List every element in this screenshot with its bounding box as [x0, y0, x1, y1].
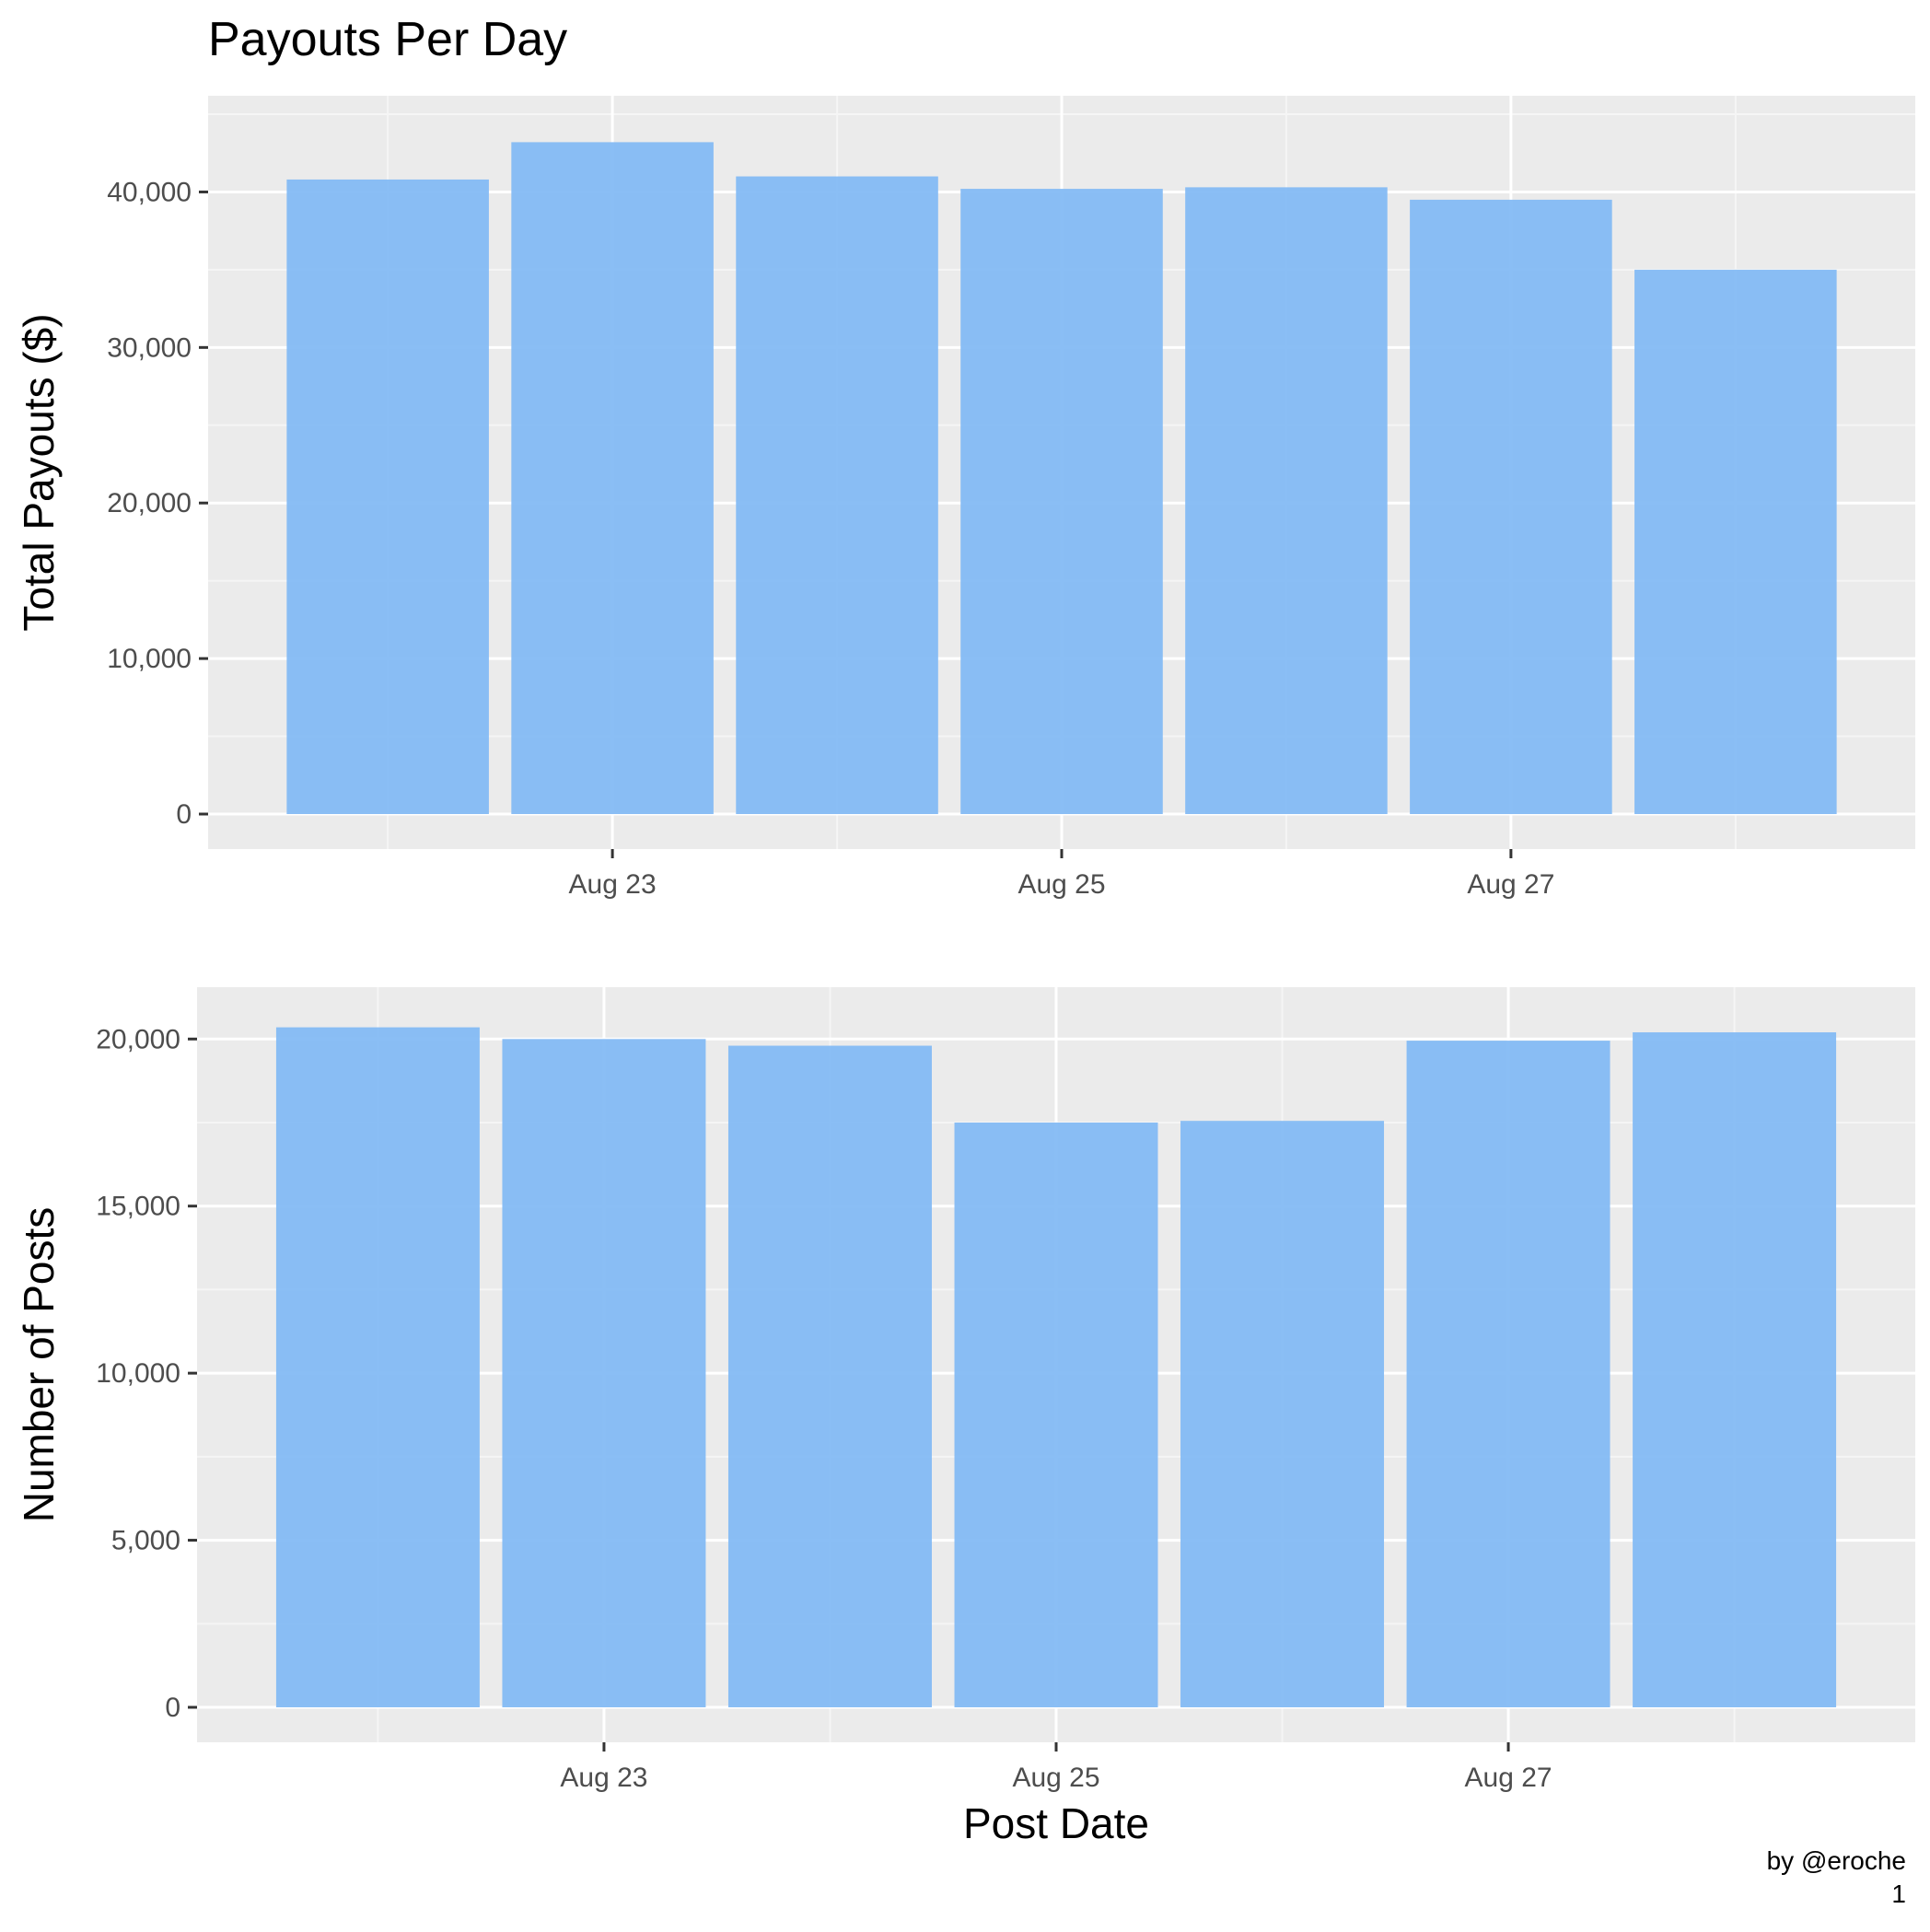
payouts-y-axis: 0 10,000 20,000 30,000 40,000	[107, 177, 208, 830]
posts-bar	[1406, 1041, 1610, 1707]
payouts-y-tick-label: 30,000	[107, 332, 192, 363]
posts-bar	[954, 1123, 1158, 1707]
posts-y-tick-label: 15,000	[96, 1192, 180, 1222]
payouts-bar	[1185, 187, 1388, 814]
posts-x-tick-label: Aug 25	[1012, 1763, 1099, 1793]
posts-bar	[727, 1045, 932, 1707]
payouts-x-tick-label: Aug 23	[569, 869, 657, 900]
payouts-y-tick-label: 0	[176, 799, 192, 830]
payouts-bar	[1410, 199, 1612, 814]
payouts-bar	[286, 179, 489, 814]
posts-bar	[275, 1027, 480, 1707]
posts-y-axis: 0 5,000 10,000 15,000 20,000	[96, 1024, 197, 1723]
posts-bar	[502, 1039, 706, 1707]
posts-x-axis-title: Post Date	[963, 1799, 1149, 1847]
posts-y-tick-label: 0	[165, 1693, 180, 1723]
payouts-bar	[736, 176, 938, 815]
payouts-bars	[286, 142, 1837, 815]
payouts-bar	[1634, 269, 1837, 814]
payouts-x-tick-label: Aug 25	[1017, 869, 1105, 900]
posts-y-tick-label: 10,000	[96, 1358, 180, 1389]
posts-bars	[275, 1027, 1837, 1707]
payouts-bar	[960, 189, 1163, 815]
payouts-y-tick-label: 40,000	[107, 177, 192, 207]
posts-x-tick-label: Aug 23	[560, 1763, 647, 1793]
caption-page-number: 1	[1891, 1880, 1906, 1908]
posts-y-axis-title: Number of Posts	[15, 1207, 63, 1523]
posts-bar	[1180, 1121, 1385, 1707]
posts-y-tick-label: 5,000	[111, 1526, 180, 1556]
payouts-y-tick-label: 10,000	[107, 644, 192, 674]
posts-y-tick-label: 20,000	[96, 1024, 180, 1054]
payouts-x-axis: Aug 23 Aug 25 Aug 27	[569, 849, 1554, 900]
payouts-bar	[511, 142, 714, 814]
posts-bar	[1633, 1032, 1837, 1707]
payouts-y-axis-title: Total Payouts ($)	[15, 313, 63, 631]
chart-title: Payouts Per Day	[208, 13, 567, 66]
posts-x-tick-label: Aug 27	[1465, 1763, 1552, 1793]
posts-x-axis: Aug 23 Aug 25 Aug 27	[560, 1742, 1552, 1793]
caption-author: by @eroche	[1767, 1846, 1906, 1875]
payouts-y-tick-label: 20,000	[107, 488, 192, 518]
payouts-x-tick-label: Aug 27	[1467, 869, 1554, 900]
